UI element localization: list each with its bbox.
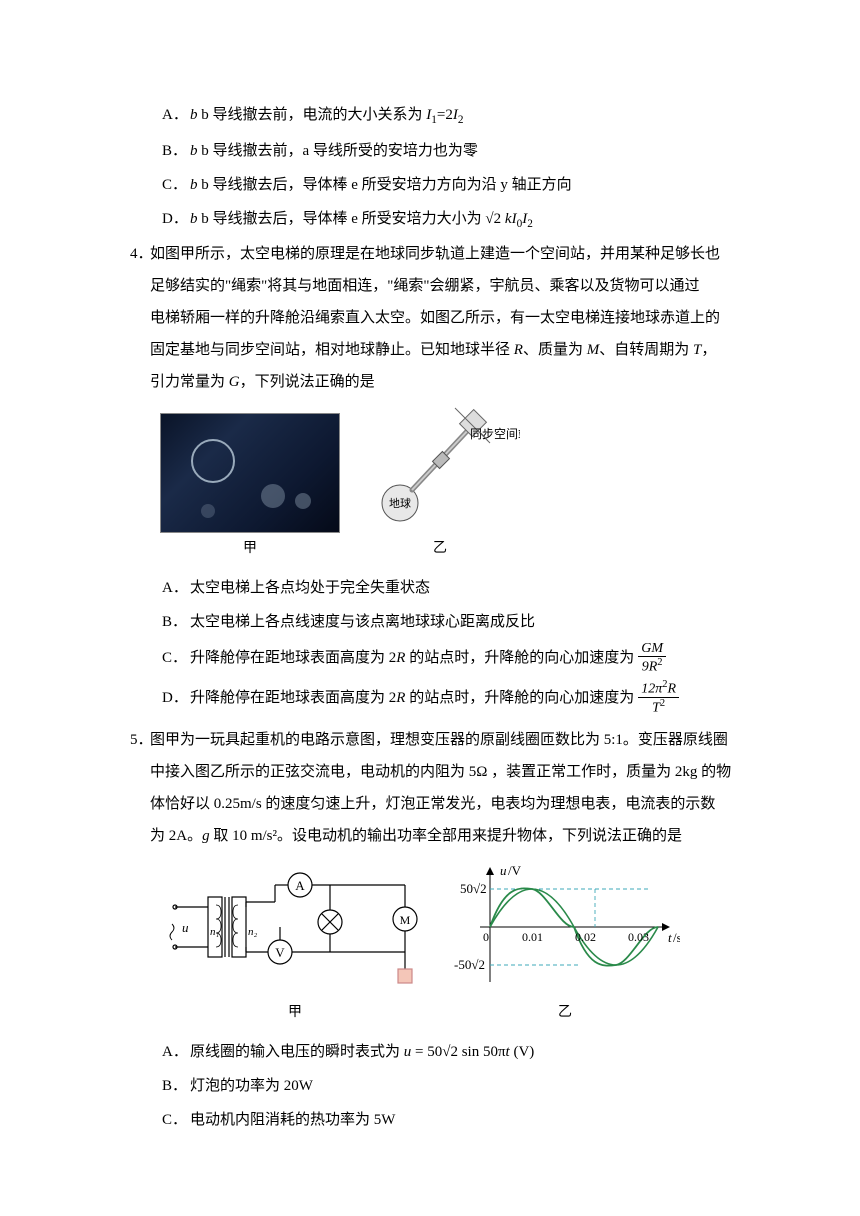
q5-option-C: C．电动机内阻消耗的热功率为 5W [150,1105,740,1135]
circuit-diagram: u n₁ n₂ [160,857,430,997]
svg-text:n₂: n₂ [248,926,258,938]
svg-text:u: u [182,920,189,935]
q5-option-A: A．原线圈的输入电压的瞬时表式为 u = 50√2 sin 50πt (V) [150,1037,740,1067]
q5-option-B: B．灯泡的功率为 20W [150,1071,740,1101]
option-D: D．b b 导线撤去后，导体棒 e 所受安培力大小为 √2 kI0I2 [150,204,740,236]
svg-text:V: V [275,945,285,960]
svg-text:u: u [500,863,507,878]
circuit-figure: u n₁ n₂ [160,857,430,1027]
figure-yi: 地球 同步空间站 乙 [360,403,520,563]
svg-text:0: 0 [483,930,489,944]
q4-option-D: D．升降舱停在距地球表面高度为 2R 的站点时，升降舱的向心加速度为 12π2R… [150,679,740,716]
space-image [160,413,340,533]
q4-option-C: C．升降舱停在距地球表面高度为 2R 的站点时，升降舱的向心加速度为 GM9R2 [150,641,740,675]
svg-text:t: t [668,930,672,945]
svg-text:A: A [295,878,305,893]
q4-figures: 甲 地球 同步空间站 乙 [160,403,740,563]
q4-option-B: B．太空电梯上各点线速度与该点离地球球心距离成反比 [150,607,740,637]
svg-text:0.02: 0.02 [575,930,596,944]
graph-figure: u/V t/s 50√2 -50√2 [450,857,680,1027]
svg-text:/V: /V [508,863,522,878]
svg-text:0.03: 0.03 [628,930,649,944]
fraction: 12π2RT2 [638,679,679,716]
q4-option-A: A．太空电梯上各点均处于完全失重状态 [150,573,740,603]
q3-options: A．b b 导线撤去前，电流的大小关系为 I1=2I2 B．b b 导线撤去前，… [150,100,740,235]
q5-figures: u n₁ n₂ [160,857,740,1027]
earth-label: 地球 [389,496,411,510]
option-B: B．b b 导线撤去前，a 导线所受的安培力也为零 [150,136,740,166]
figure-jia: 甲 [160,413,340,563]
svg-text:M: M [400,913,411,927]
svg-text:50√2: 50√2 [460,881,487,896]
option-A: A．b b 导线撤去前，电流的大小关系为 I1=2I2 [150,100,740,132]
question-4: 4．如图甲所示，太空电梯的原理是在地球同步轨道上建造一个空间站，并用某种足够长也… [150,239,740,717]
fraction: GM9R2 [638,641,666,675]
sine-graph: u/V t/s 50√2 -50√2 [450,857,680,997]
svg-text:-50√2: -50√2 [454,957,485,972]
svg-text:0.01: 0.01 [522,930,543,944]
svg-text:n₁: n₁ [210,926,220,938]
question-5: 5．图甲为一玩具起重机的电路示意图，理想变压器的原副线圈匝数比为 5:1。变压器… [150,725,740,1135]
option-label: A． [162,100,190,130]
option-C: C．b b 导线撤去后，导体棒 e 所受安培力方向为沿 y 轴正方向 [150,170,740,200]
q5-stem: 5．图甲为一玩具起重机的电路示意图，理想变压器的原副线圈匝数比为 5:1。变压器… [150,725,740,755]
svg-text:/s: /s [673,930,680,945]
elevator-diagram: 地球 同步空间站 [360,403,520,533]
q4-stem: 4．如图甲所示，太空电梯的原理是在地球同步轨道上建造一个空间站，并用某种足够长也 [150,239,740,269]
station-label: 同步空间站 [470,427,520,441]
